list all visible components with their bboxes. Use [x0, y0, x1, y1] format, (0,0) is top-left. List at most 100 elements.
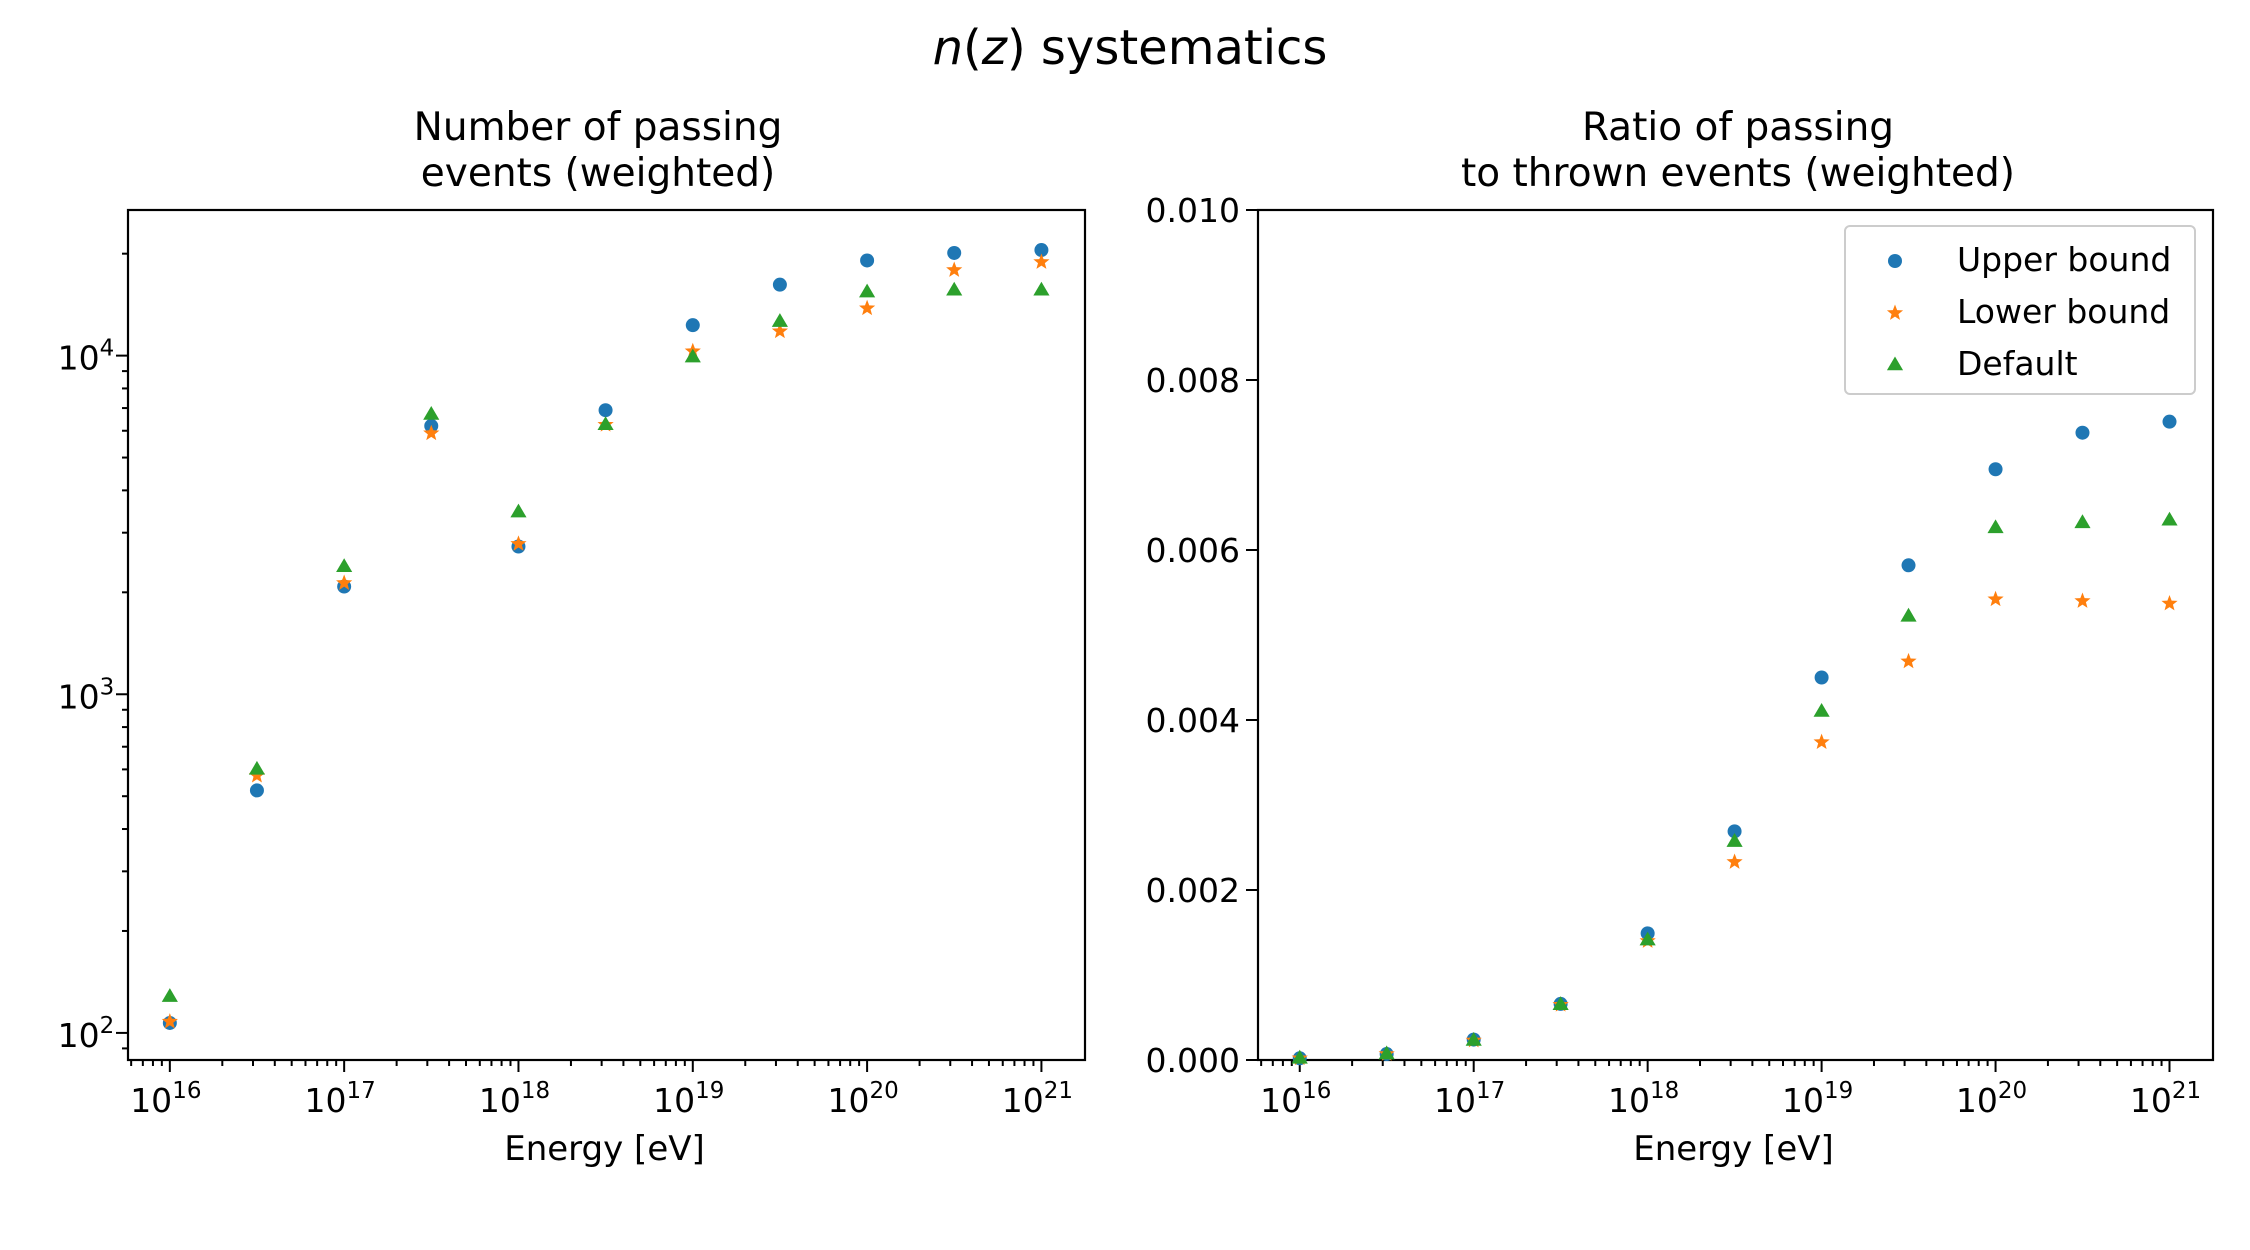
legend-marker [1886, 356, 1904, 371]
x-tick-base: 10 [1260, 1081, 1302, 1120]
x-tick-label: 1016 [1260, 1078, 1331, 1120]
legend-box [1844, 225, 2196, 395]
x-tick-label: 1021 [1002, 1078, 1073, 1120]
suptitle-rest: ) systematics [1007, 20, 1327, 76]
data-point [423, 406, 440, 420]
data-point [1814, 670, 1829, 685]
data-point [771, 313, 788, 327]
data-point [598, 403, 613, 418]
y-tick-label: 0.010 [1146, 191, 1240, 230]
legend-entry: Upper bound [1957, 240, 2171, 279]
data-point [1813, 703, 1830, 717]
data-point [1033, 281, 1050, 296]
data-point [2162, 414, 2177, 429]
x-tick-base: 10 [1002, 1081, 1044, 1120]
data-point [510, 503, 527, 518]
data-point [1378, 1045, 1395, 1060]
x-tick-exp: 18 [1650, 1078, 1679, 1104]
data-point [1987, 519, 2004, 534]
x-tick-exp: 21 [1044, 1078, 1073, 1104]
data-point [1988, 462, 2003, 477]
x-tick-label: 1018 [479, 1078, 550, 1120]
data-point [249, 783, 264, 798]
legend-marker [1886, 304, 1904, 320]
suptitle-n: n [933, 20, 963, 76]
legend-entry: Lower bound [1957, 292, 2170, 331]
suptitle-paren: ( [963, 20, 982, 76]
suptitle-z: z [981, 20, 1009, 76]
legend-marker [1888, 254, 1902, 268]
y-tick-label: 0.008 [1146, 361, 1240, 400]
x-tick-exp: 21 [2172, 1078, 2201, 1104]
figure-suptitle: n(z) systematics [933, 20, 1328, 76]
x-tick-base: 10 [1782, 1081, 1824, 1120]
data-point [1726, 833, 1743, 847]
data-point [771, 322, 788, 339]
data-point [597, 416, 614, 431]
legend: Upper bound Lower bound Default [1844, 225, 2196, 395]
data-point [510, 535, 527, 551]
data-point [336, 574, 353, 590]
y-tick-label: 0.004 [1146, 701, 1240, 740]
data-point [1726, 853, 1743, 869]
x-tick-base: 10 [1956, 1081, 1998, 1120]
x-axis-label: Energy [eV] [1633, 1129, 1834, 1169]
x-tick-exp: 19 [1824, 1078, 1853, 1104]
data-point [248, 767, 266, 783]
y-tick-label: 102 [58, 1013, 115, 1055]
y-tick-label: 103 [58, 674, 115, 716]
x-tick-label: 1019 [653, 1078, 724, 1120]
data-point [684, 348, 701, 363]
x-tick-base: 10 [305, 1081, 347, 1120]
data-point [1900, 607, 1917, 622]
series-upper-bound [1292, 414, 2177, 1066]
data-point [859, 283, 876, 298]
y-tick-label: 104 [58, 336, 115, 378]
series-default [1291, 511, 2178, 1064]
x-tick-exp: 16 [172, 1078, 201, 1104]
data-point [1813, 733, 1830, 749]
x-tick-base: 10 [827, 1081, 869, 1120]
data-point [1291, 1049, 1308, 1064]
y-tick-exp: 4 [100, 336, 115, 362]
data-point [1465, 1031, 1482, 1046]
x-tick-base: 10 [479, 1081, 521, 1120]
data-point [2161, 595, 2178, 611]
panel-title-line: Number of passing [414, 105, 783, 150]
data-point [161, 988, 178, 1002]
x-tick-label: 1017 [305, 1078, 376, 1120]
legend-entry: Default [1957, 344, 2078, 383]
x-tick-exp: 16 [1302, 1078, 1331, 1104]
x-tick-exp: 20 [1998, 1078, 2027, 1104]
data-point [161, 1013, 178, 1029]
data-point [1639, 931, 1656, 946]
panel-title-line: events (weighted) [421, 151, 775, 196]
data-point [859, 299, 876, 316]
y-tick-exp: 2 [100, 1013, 115, 1039]
x-tick-base: 10 [2130, 1081, 2172, 1120]
x-tick-base: 10 [1608, 1081, 1650, 1120]
x-tick-base: 10 [653, 1081, 695, 1120]
x-tick-exp: 18 [521, 1078, 550, 1104]
y-tick-exp: 3 [100, 674, 115, 700]
x-tick-label: 1017 [1434, 1078, 1505, 1120]
panel-title-line: Ratio of passing [1582, 105, 1894, 150]
panel-title-line: to thrown events (weighted) [1461, 151, 2015, 196]
x-tick-exp: 17 [1476, 1078, 1505, 1104]
x-axis-label: Energy [eV] [504, 1129, 705, 1169]
x-tick-base: 10 [130, 1081, 172, 1120]
data-point [1034, 243, 1049, 258]
y-tick-base: 10 [58, 677, 100, 716]
data-point [2161, 511, 2178, 526]
data-point [685, 318, 700, 333]
data-point [1987, 590, 2004, 607]
data-point [423, 424, 440, 441]
data-point [1552, 996, 1569, 1011]
x-tick-label: 1019 [1782, 1078, 1853, 1120]
y-tick-label: 0.000 [1146, 1041, 1240, 1080]
x-tick-exp: 20 [869, 1078, 898, 1104]
x-tick-exp: 17 [347, 1078, 376, 1104]
data-point [946, 261, 963, 277]
series-default [161, 281, 1050, 1002]
